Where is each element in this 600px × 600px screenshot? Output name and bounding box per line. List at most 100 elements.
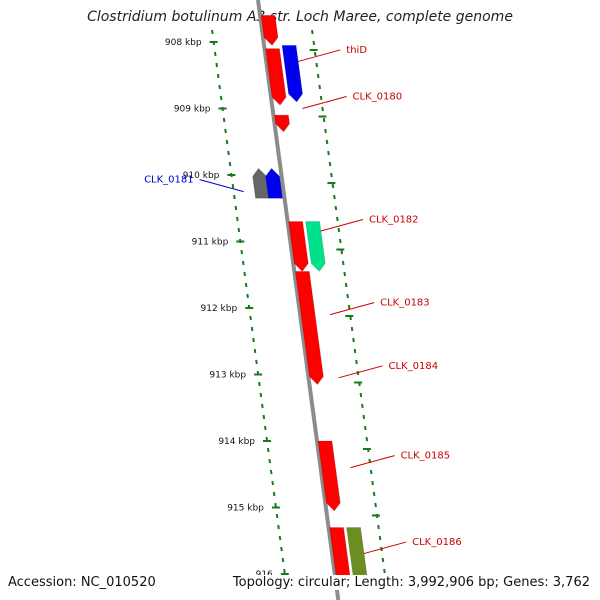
scale-guide-right-dot bbox=[334, 205, 338, 211]
gene-arrow bbox=[305, 221, 326, 273]
map-title: Clostridium botulinum A3 str. Loch Maree… bbox=[87, 9, 513, 25]
gene-arrow bbox=[288, 221, 309, 273]
scale-guide-right-dot bbox=[344, 282, 348, 288]
scale-guide-right-dot bbox=[315, 62, 319, 68]
scale-guide-left-dot bbox=[281, 557, 285, 563]
scale-guide-left-dot bbox=[266, 447, 270, 453]
scale-guide-left-dot bbox=[225, 139, 229, 145]
gene-arrow bbox=[281, 44, 304, 103]
scale-guide-right-dot bbox=[325, 139, 329, 145]
scale-guide-right-dot bbox=[383, 568, 386, 574]
scale-guide-right-dot bbox=[343, 271, 346, 277]
gene-label: CLK_0184 bbox=[389, 361, 439, 372]
gene-label-leader bbox=[302, 96, 347, 109]
scale-guide-left-dot bbox=[246, 293, 249, 299]
scale-guide-left-dot bbox=[252, 337, 255, 343]
scale-guide-right-dot bbox=[324, 128, 327, 134]
scale-guide-left-dot bbox=[259, 392, 263, 398]
gene-label-leader bbox=[362, 541, 407, 555]
tick-label: 913 kbp bbox=[209, 371, 246, 381]
gene-arrow bbox=[252, 167, 271, 199]
scale-guide-right-dot bbox=[313, 51, 317, 57]
scale-guide-right-dot bbox=[346, 293, 349, 299]
gene-label: CLK_0182 bbox=[369, 215, 419, 226]
scale-guide-left-dot bbox=[224, 128, 227, 134]
gene-label: CLK_0183 bbox=[380, 298, 430, 309]
gene-arrow bbox=[294, 270, 324, 386]
scale-guide-right-dot bbox=[318, 84, 321, 90]
tick-label: 910 kbp bbox=[183, 171, 220, 181]
tick-label: 908 kbp bbox=[165, 38, 202, 48]
accession-label: Accession: NC_010520 bbox=[8, 575, 156, 590]
scale-guide-right-dot bbox=[319, 95, 323, 101]
backbone-line bbox=[256, 0, 341, 600]
scale-guide-left-dot bbox=[249, 315, 252, 321]
scale-guide-right-dot bbox=[338, 238, 342, 244]
gene-arrow bbox=[260, 14, 279, 47]
scale-guide-right-dot bbox=[381, 557, 385, 563]
scale-guide-left-dot bbox=[233, 194, 236, 200]
tick-label: 914 kbp bbox=[218, 437, 255, 447]
scale-guide-left-dot bbox=[240, 249, 244, 255]
scale-guide-right-dot bbox=[350, 326, 354, 332]
scale-guide-right-dot bbox=[328, 161, 332, 167]
scale-guide-right-dot bbox=[352, 337, 355, 343]
scale-guide-right-dot bbox=[359, 392, 363, 398]
scale-guide-left-dot bbox=[237, 227, 241, 233]
gene-label-leader bbox=[350, 455, 395, 469]
gene-label: CLK_0185 bbox=[401, 451, 451, 462]
scale-guide-left-dot bbox=[241, 260, 245, 266]
tick-label: 915 kbp bbox=[227, 504, 264, 514]
scale-guide-left-dot bbox=[213, 51, 217, 57]
scale-guide-left-dot bbox=[277, 524, 280, 530]
scale-guide-right-dot bbox=[362, 414, 366, 420]
gene-arrow bbox=[273, 114, 291, 133]
scale-guide-left-dot bbox=[227, 150, 230, 156]
tick-label: 912 kbp bbox=[201, 304, 238, 314]
gene-arrow bbox=[264, 48, 287, 106]
scale-guide-left-dot bbox=[222, 117, 226, 123]
scale-guide-right-dot bbox=[336, 216, 339, 222]
tick-label: 911 kbp bbox=[192, 238, 229, 248]
scale-guide-right-dot bbox=[365, 436, 369, 442]
scale-guide-left-dot bbox=[243, 271, 246, 277]
scale-guide-right-dot bbox=[322, 117, 326, 123]
scale-guide-left-dot bbox=[253, 348, 257, 354]
scale-guide-left-dot bbox=[234, 205, 238, 211]
gene-label: CLK_0186 bbox=[412, 537, 462, 548]
scale-guide-right-dot bbox=[333, 194, 336, 200]
scale-guide-right-dot bbox=[331, 183, 335, 189]
scale-guide-right-dot bbox=[369, 469, 373, 475]
gene-label-leader bbox=[329, 302, 375, 316]
scale-guide-left-dot bbox=[255, 359, 258, 365]
scale-guide-left-dot bbox=[269, 469, 273, 475]
scale-guide-right-dot bbox=[341, 260, 345, 266]
scale-guide-right-dot bbox=[311, 29, 314, 35]
gene-label: CLK_0181 bbox=[144, 175, 194, 186]
scale-guide-right-dot bbox=[330, 172, 333, 178]
scale-guide-left-dot bbox=[283, 568, 286, 574]
gene-label: CLK_0180 bbox=[353, 92, 403, 103]
scale-guide-left-dot bbox=[280, 546, 283, 552]
scale-guide-left-dot bbox=[244, 282, 248, 288]
gene-arrow bbox=[265, 167, 284, 199]
scale-guide-left-dot bbox=[218, 84, 221, 90]
scale-guide-left-dot bbox=[211, 29, 214, 35]
scale-guide-right-dot bbox=[321, 106, 324, 112]
gene-arrow bbox=[317, 440, 341, 512]
scale-guide-right-dot bbox=[337, 227, 341, 233]
scale-guide-right-dot bbox=[372, 491, 376, 497]
scale-guide-left-dot bbox=[231, 183, 235, 189]
scale-guide-left-dot bbox=[250, 326, 254, 332]
scale-guide-right-dot bbox=[312, 40, 316, 46]
scale-guide-left-dot bbox=[274, 502, 277, 508]
scale-guide-right-dot bbox=[347, 304, 351, 310]
scale-guide-left-dot bbox=[258, 381, 261, 387]
scale-guide-right-dot bbox=[361, 403, 364, 409]
scale-guide-right-dot bbox=[316, 73, 320, 79]
scale-guide-left-dot bbox=[215, 62, 219, 68]
scale-guide-left-dot bbox=[236, 216, 239, 222]
scale-guide-left-dot bbox=[268, 458, 272, 464]
